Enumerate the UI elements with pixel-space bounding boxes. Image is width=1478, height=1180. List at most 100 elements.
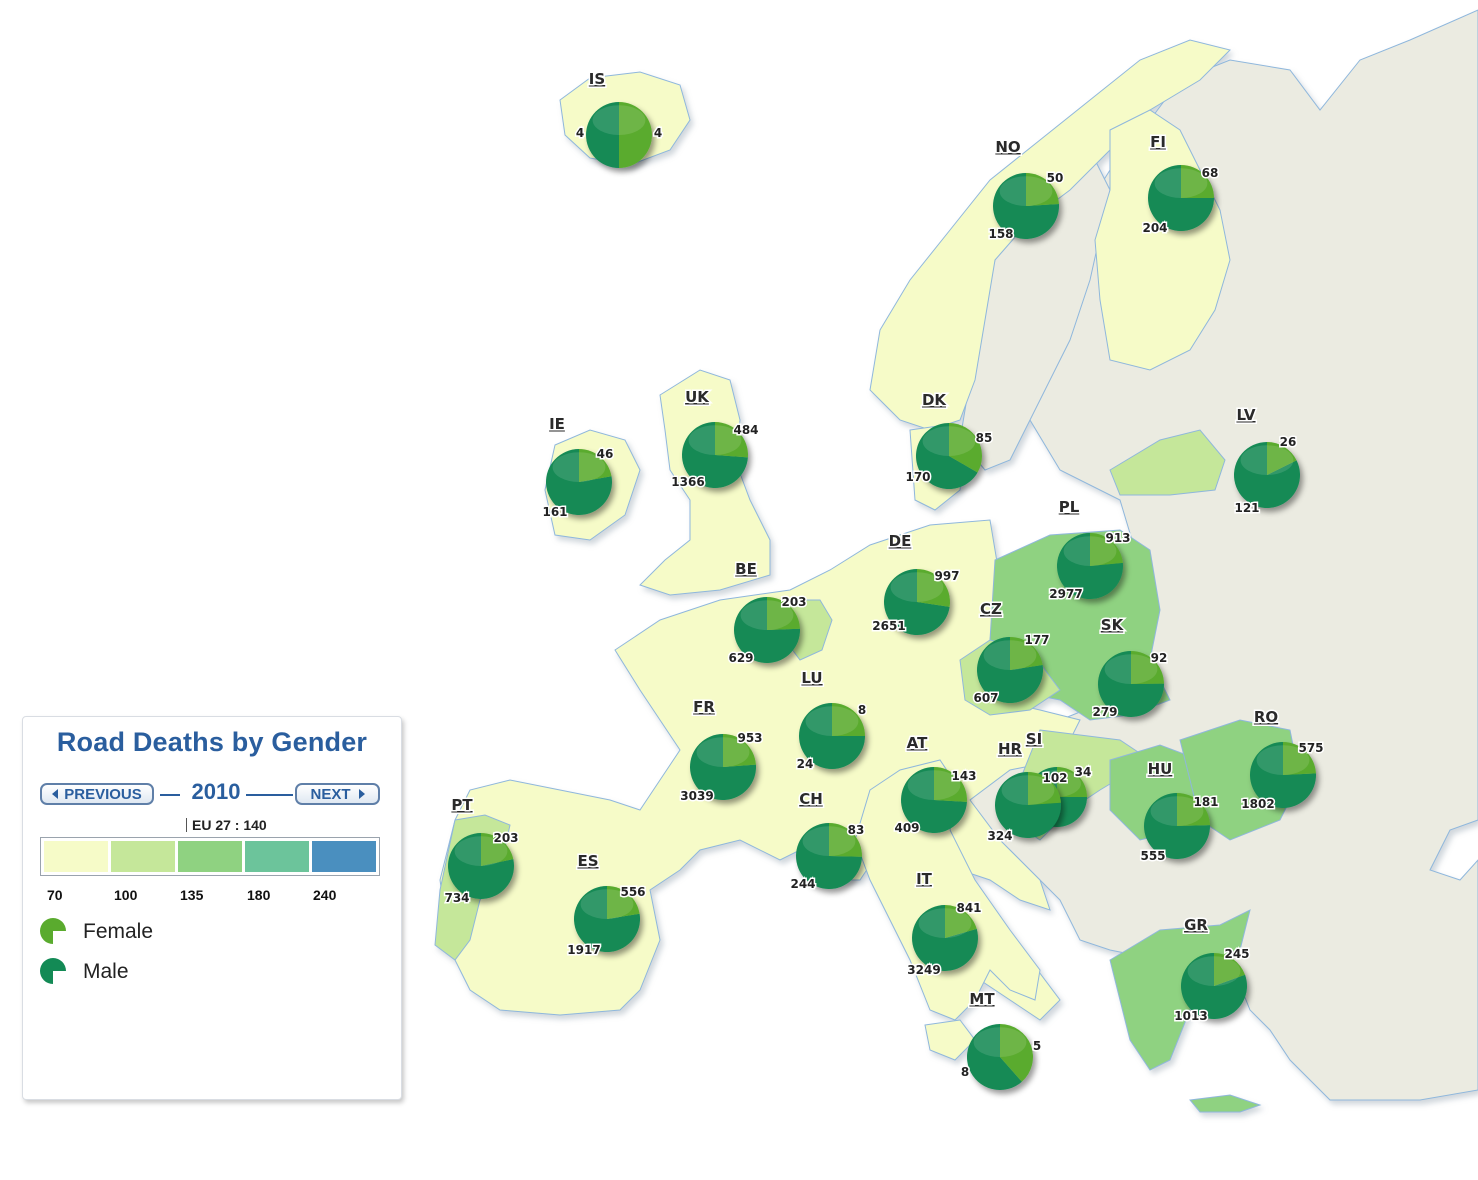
- female-value: 181: [1193, 795, 1218, 809]
- female-value: 85: [976, 431, 993, 445]
- pie-ro[interactable]: RO 575 1802: [1240, 707, 1325, 813]
- scale-tick-label: 240: [313, 887, 337, 903]
- male-value: 607: [973, 691, 998, 705]
- pie-lv[interactable]: LV 26 121: [1233, 405, 1300, 517]
- scale-tick-label: 70: [47, 887, 63, 903]
- pie-pl[interactable]: PL 913 2977: [1048, 497, 1132, 603]
- pie-highlight: [1104, 654, 1158, 685]
- pie-ch[interactable]: CH 83 244: [789, 789, 866, 893]
- pie-it[interactable]: IT 841 3249: [906, 869, 983, 979]
- year-line-left: [160, 794, 180, 796]
- country-code: BE: [735, 560, 757, 578]
- male-value: 1366: [671, 475, 704, 489]
- next-label: NEXT: [310, 785, 351, 803]
- latvia-land: [1109, 429, 1226, 496]
- female-value: 5: [1033, 1039, 1041, 1053]
- pie-highlight: [907, 770, 961, 801]
- pie-highlight: [454, 836, 508, 867]
- male-value: 1013: [1174, 1009, 1207, 1023]
- pie-lu[interactable]: LU 8 24: [795, 668, 868, 773]
- pie-highlight: [890, 572, 944, 603]
- male-value: 204: [1142, 221, 1167, 235]
- male-value: 161: [542, 505, 567, 519]
- legend-item-male: Male: [39, 957, 129, 987]
- male-value: 8: [961, 1065, 969, 1079]
- pie-at[interactable]: AT 143 409: [893, 733, 978, 837]
- country-code: FR: [693, 698, 715, 716]
- pie-ie[interactable]: IE 46 161: [541, 414, 615, 521]
- year-line-right: [246, 794, 293, 796]
- country-code: HR: [998, 740, 1023, 758]
- pie-pt[interactable]: PT 203 734: [443, 795, 520, 907]
- pie-highlight: [1256, 745, 1310, 776]
- female-slice: [767, 597, 800, 630]
- female-value: 26: [1280, 435, 1297, 449]
- female-slice: [1177, 793, 1210, 826]
- male-value: 158: [988, 227, 1013, 241]
- country-code: SK: [1101, 616, 1125, 634]
- pie-highlight: [552, 452, 606, 482]
- scale-swatch: [245, 841, 309, 872]
- country-code: IS: [589, 70, 605, 88]
- female-slice: [481, 833, 514, 866]
- pie-fr[interactable]: FR 953 3039: [679, 697, 764, 805]
- pie-fi[interactable]: FI 68 204: [1141, 132, 1220, 237]
- female-value: 203: [781, 595, 806, 609]
- eu-average-label: EU 27 : 140: [192, 817, 267, 833]
- country-code: MT: [969, 990, 995, 1008]
- country-code: CZ: [980, 600, 1002, 618]
- pie-sk[interactable]: SK 92 279: [1091, 615, 1169, 721]
- female-value: 143: [951, 769, 976, 783]
- country-code: SI: [1026, 730, 1042, 748]
- female-slice: [1000, 1024, 1033, 1082]
- female-slice: [1181, 165, 1214, 198]
- pie-gr[interactable]: GR 245 1013: [1173, 915, 1251, 1025]
- crete-land: [1189, 1094, 1262, 1113]
- male-value: 2977: [1049, 587, 1082, 601]
- pie-hu[interactable]: HU 181 555: [1139, 759, 1220, 865]
- pie-es[interactable]: ES 556 1917: [566, 851, 647, 959]
- next-button[interactable]: NEXT: [295, 783, 380, 805]
- country-code: PT: [451, 796, 473, 814]
- arrow-right-icon: [358, 789, 365, 799]
- scale-tick-label: 180: [247, 887, 271, 903]
- pie-highlight: [805, 706, 859, 737]
- sicily-land: [924, 1019, 976, 1061]
- male-slice: [796, 823, 862, 889]
- pie-is[interactable]: IS 4 4: [574, 69, 664, 168]
- pie-cz[interactable]: CZ 177 607: [972, 599, 1051, 707]
- male-slice: [734, 597, 800, 663]
- male-slice: [586, 102, 619, 168]
- female-slice: [1028, 772, 1061, 805]
- female-value: 102: [1042, 771, 1067, 785]
- male-pie-icon: [40, 958, 66, 984]
- male-value: 24: [797, 757, 814, 771]
- previous-button[interactable]: PREVIOUS: [40, 783, 154, 805]
- pie-de[interactable]: DE 997 2651: [871, 531, 961, 635]
- male-slice: [1250, 742, 1316, 809]
- country-code: UK: [685, 388, 710, 406]
- pie-no[interactable]: NO 50 158: [987, 137, 1065, 243]
- pie-mt[interactable]: MT 5 8: [959, 989, 1043, 1090]
- female-value: 34: [1075, 765, 1092, 779]
- female-slice: [832, 703, 865, 736]
- female-value: 245: [1224, 947, 1249, 961]
- country-code: ES: [577, 852, 598, 870]
- pie-be[interactable]: BE 203 629: [727, 559, 808, 667]
- country-code: DE: [889, 532, 912, 550]
- male-value: 3039: [680, 789, 713, 803]
- pie-dk[interactable]: DK 85 170: [904, 390, 994, 489]
- male-value: 1917: [567, 943, 600, 957]
- female-value: 4: [654, 126, 662, 140]
- pie-uk[interactable]: UK 484 1366: [670, 387, 760, 491]
- eu-average-marker: [186, 818, 187, 832]
- male-value: 1802: [1241, 797, 1274, 811]
- scale-swatch: [178, 841, 242, 872]
- color-scale: [40, 837, 380, 876]
- female-slice: [1057, 767, 1087, 797]
- country-code: LU: [801, 669, 822, 687]
- country-code: CH: [799, 790, 823, 808]
- pie-hr[interactable]: HR 102 324: [986, 739, 1069, 845]
- male-value: 4: [576, 126, 584, 140]
